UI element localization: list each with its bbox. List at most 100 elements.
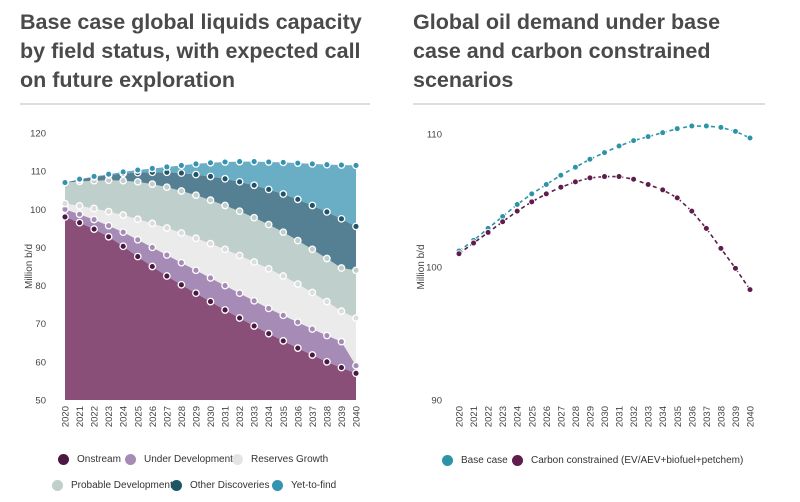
point-under-development (163, 251, 171, 259)
point-yet-to-find (308, 160, 317, 168)
left-x-tick-label: 2024 (119, 406, 130, 427)
point-yet-to-find (250, 157, 258, 166)
right-x-tick-label: 2036 (687, 406, 698, 427)
point-yet-to-find (133, 166, 142, 174)
point-carbon-constrained-ev-aev-biofuel-petchem (659, 186, 667, 194)
point-base-case (601, 149, 608, 157)
point-onstream (337, 363, 346, 372)
point-onstream (61, 213, 69, 221)
point-probable-development (177, 187, 186, 195)
point-onstream (250, 322, 258, 330)
point-reserves-growth (61, 199, 69, 208)
point-under-development (119, 228, 128, 237)
point-reserves-growth (221, 245, 229, 254)
legend-item-base-case: Base case (442, 455, 508, 466)
left-chart-title: Base case global liquids capacity by fie… (20, 10, 362, 92)
point-under-development (148, 243, 157, 252)
point-reserves-growth (163, 224, 171, 232)
right-x-tick-label: 2028 (571, 406, 582, 427)
point-yet-to-find (104, 170, 113, 179)
point-probable-development (293, 236, 302, 245)
left-x-tick-label: 2037 (308, 406, 319, 427)
left-x-tick-label: 2040 (352, 406, 363, 427)
point-probable-development (206, 196, 215, 204)
point-under-development (279, 311, 288, 320)
area-under-development (65, 209, 356, 374)
point-reserves-growth (235, 251, 244, 260)
point-other-discoveries (293, 195, 302, 204)
point-yet-to-find (337, 161, 346, 169)
legend-label-other-discoveries: Other Discoveries (190, 480, 270, 491)
legend-label-base-case: Base case (461, 455, 508, 466)
point-other-discoveries (250, 181, 258, 190)
point-under-development (293, 318, 302, 327)
point-carbon-constrained-ev-aev-biofuel-petchem (571, 178, 579, 186)
point-yet-to-find (323, 160, 331, 169)
point-reserves-growth (293, 280, 302, 288)
point-reserves-growth (75, 202, 84, 210)
right-x-tick-label: 2024 (513, 406, 524, 427)
point-yet-to-find (221, 158, 229, 166)
legend-item-yet-to-find: Yet-to-find (272, 480, 336, 491)
right-x-tick-label: 2021 (469, 406, 480, 427)
right-y-tick-label: 90 (431, 396, 442, 407)
point-yet-to-find (90, 172, 98, 181)
point-yet-to-find (75, 175, 84, 184)
point-base-case (571, 163, 579, 171)
point-base-case (731, 127, 739, 135)
point-other-discoveries (352, 222, 360, 231)
right-x-tick-label: 2038 (716, 406, 727, 427)
point-base-case (513, 200, 521, 208)
point-onstream (264, 329, 273, 338)
point-base-case (542, 181, 550, 189)
point-onstream (75, 218, 84, 227)
left-y-tick-label: 80 (35, 281, 46, 292)
point-probable-development (133, 177, 142, 186)
left-x-tick-label: 2032 (235, 406, 246, 427)
point-probable-development (337, 264, 346, 272)
left-x-tick-label: 2020 (61, 406, 72, 427)
right-x-tick-label: 2030 (600, 406, 611, 427)
point-carbon-constrained-ev-aev-biofuel-petchem (688, 207, 696, 215)
right-y-axis-label: Million b/d (416, 244, 427, 289)
point-base-case (702, 122, 710, 130)
point-carbon-constrained-ev-aev-biofuel-petchem (746, 286, 754, 294)
point-probable-development (279, 228, 288, 237)
left-x-tick-label: 2023 (104, 406, 115, 427)
point-onstream (279, 337, 288, 345)
point-probable-development (221, 201, 229, 210)
point-carbon-constrained-ev-aev-biofuel-petchem (731, 264, 739, 272)
legend-label-probable-development: Probable Development (71, 480, 173, 491)
point-onstream (206, 297, 215, 306)
left-x-tick-label: 2038 (322, 406, 333, 427)
point-other-discoveries (337, 214, 346, 223)
right-y-tick-label: 110 (427, 130, 442, 141)
line-base-case (458, 125, 751, 252)
point-reserves-growth (148, 219, 157, 228)
point-base-case (528, 190, 536, 198)
point-base-case (717, 123, 725, 131)
point-other-discoveries (235, 177, 244, 186)
point-base-case (644, 133, 652, 141)
area-probable-development (65, 180, 356, 318)
left-x-tick-label: 2027 (162, 406, 173, 427)
left-y-tick-label: 120 (30, 129, 46, 140)
right-x-tick-label: 2039 (731, 406, 742, 427)
point-carbon-constrained-ev-aev-biofuel-petchem (673, 194, 681, 202)
left-y-tick-label: 110 (31, 167, 46, 178)
right-x-tick-label: 2033 (644, 406, 655, 427)
point-onstream (221, 306, 229, 314)
legend-item-probable-development: Probable Development (52, 480, 173, 491)
legend-item-under-development: Under Development (125, 454, 233, 465)
point-carbon-constrained-ev-aev-biofuel-petchem (644, 181, 652, 189)
point-probable-development (308, 245, 317, 254)
point-carbon-constrained-ev-aev-biofuel-petchem (557, 183, 565, 191)
point-reserves-growth (104, 207, 113, 216)
point-carbon-constrained-ev-aev-biofuel-petchem (484, 228, 492, 236)
point-onstream (323, 358, 331, 366)
legend-swatch-other-discoveries (171, 480, 182, 491)
point-under-development (221, 281, 229, 290)
point-other-discoveries (264, 185, 273, 194)
left-x-tick-label: 2022 (90, 406, 101, 427)
